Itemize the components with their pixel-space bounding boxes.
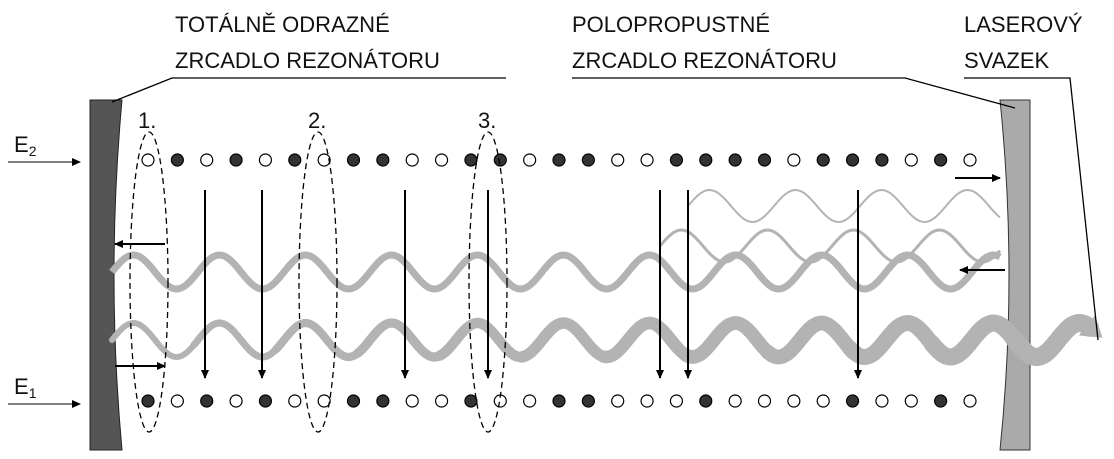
- wave: [516, 317, 612, 363]
- atom: [640, 153, 654, 167]
- wave: [842, 315, 942, 365]
- atom: [141, 153, 155, 167]
- arrows: [201, 190, 862, 379]
- atom: [845, 153, 860, 167]
- wave: [353, 318, 447, 362]
- atom: [141, 394, 155, 408]
- atom: [376, 153, 390, 167]
- atom: [963, 153, 977, 167]
- wave: [679, 316, 777, 364]
- label: ZRCADLO REZONÁTORU: [572, 48, 837, 73]
- atom: [523, 153, 537, 167]
- step-label: 3.: [478, 108, 496, 133]
- wave: [1004, 313, 1103, 367]
- atom: [405, 153, 419, 167]
- atom: [229, 394, 243, 408]
- waves: [109, 188, 1103, 367]
- atom: [288, 153, 302, 167]
- level-label: E2: [14, 132, 37, 159]
- wave: [109, 251, 1002, 293]
- atom: [699, 153, 713, 167]
- atom: [464, 153, 478, 167]
- atom: [787, 394, 801, 408]
- atom: [346, 153, 361, 167]
- atom: [581, 153, 595, 167]
- atom: [523, 394, 537, 408]
- atom: [464, 394, 478, 408]
- atom: [816, 394, 830, 408]
- atom: [434, 394, 449, 408]
- atom: [669, 153, 684, 167]
- atom: [611, 153, 625, 167]
- step-ellipse: [468, 131, 508, 433]
- atom: [170, 394, 184, 408]
- atom: [934, 153, 948, 167]
- atom: [728, 153, 742, 167]
- atoms: [141, 153, 977, 408]
- atom: [581, 394, 595, 408]
- atom: [434, 153, 449, 167]
- atom: [493, 153, 507, 167]
- atom: [875, 394, 889, 408]
- wave: [434, 317, 530, 363]
- atom: [317, 153, 331, 167]
- step-label: 1.: [138, 108, 156, 133]
- atom: [170, 153, 184, 167]
- atom: [405, 394, 419, 408]
- left-mirror: [89, 99, 123, 451]
- wave: [109, 319, 199, 361]
- label: POLOPROPUSTNÉ: [572, 12, 770, 37]
- leader: [964, 77, 1099, 341]
- atom: [669, 394, 684, 408]
- atom: [787, 153, 801, 167]
- atom: [552, 153, 566, 167]
- atom: [904, 153, 918, 167]
- label: ZRCADLO REZONÁTORU: [175, 48, 440, 73]
- atom: [757, 394, 772, 408]
- label: TOTÁLNĚ ODRAZNÉ: [175, 12, 390, 37]
- atom: [934, 394, 948, 408]
- wave: [658, 228, 1002, 264]
- atom: [757, 153, 772, 167]
- step-ellipse: [129, 131, 169, 433]
- wave: [687, 188, 1001, 224]
- atom: [288, 394, 302, 408]
- label: SVAZEK: [964, 48, 1050, 73]
- atom: [875, 153, 889, 167]
- atom: [640, 394, 654, 408]
- atom: [258, 394, 273, 408]
- level-label: E1: [14, 374, 37, 401]
- atom: [699, 394, 713, 408]
- atom: [200, 153, 214, 167]
- label: LASEROVÝ: [964, 12, 1083, 37]
- atom: [317, 394, 331, 408]
- wave: [597, 316, 695, 364]
- right-mirror: [999, 99, 1031, 451]
- atom: [200, 394, 214, 408]
- atom: [229, 153, 243, 167]
- step-ellipse: [298, 131, 338, 433]
- atom: [963, 394, 977, 408]
- step-label: 2.: [308, 108, 326, 133]
- atom: [376, 394, 390, 408]
- atom: [728, 394, 742, 408]
- atom: [845, 394, 860, 408]
- atom: [816, 153, 830, 167]
- atom: [552, 394, 566, 408]
- wave: [190, 319, 282, 361]
- wave: [271, 318, 365, 362]
- wave: [923, 314, 1025, 366]
- leader: [572, 77, 1016, 109]
- atom: [258, 153, 273, 167]
- atom: [904, 394, 918, 408]
- wave: [760, 315, 860, 365]
- atom: [346, 394, 361, 408]
- leader: [111, 77, 506, 103]
- atom: [611, 394, 625, 408]
